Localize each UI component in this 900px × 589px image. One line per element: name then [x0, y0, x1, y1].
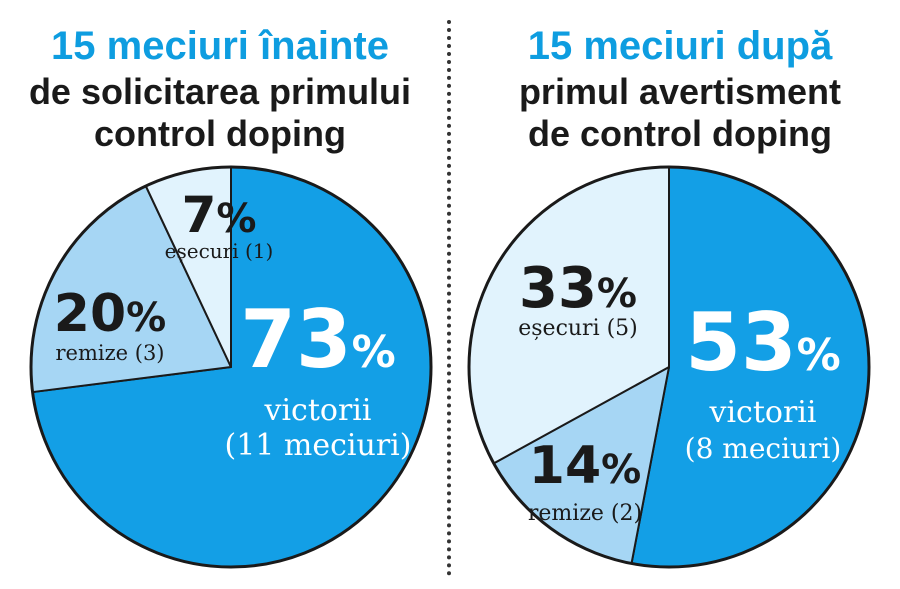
dotted-divider — [447, 20, 451, 576]
data-label-percent-remize: 20% — [54, 284, 166, 344]
data-label-victorii: victorii — [264, 393, 372, 428]
data-label-percent-esecuri: 33% — [519, 256, 637, 321]
data-label-percent-remize: 14% — [529, 436, 641, 496]
data-label-esecuri: eșecuri (5) — [518, 316, 638, 341]
chart-title-line: de solicitarea primului — [28, 71, 412, 112]
data-label-percent-victorii: 73% — [240, 293, 395, 386]
chart-title-line: de control doping — [528, 113, 832, 154]
data-label-percent-esecuri: 7% — [182, 186, 257, 244]
data-label-remize: remize (2) — [528, 501, 642, 526]
data-label-percent-victorii: 53% — [685, 296, 840, 389]
chart-panel-after: 15 meciuri după primul avertisment de co… — [460, 0, 900, 589]
chart-title-line: control doping — [94, 113, 346, 154]
pie-outline — [467, 165, 871, 569]
chart-title-highlight: 15 meciuri înainte — [51, 24, 389, 68]
data-label-esecuri: eșecuri (1) — [165, 239, 274, 263]
chart-title-line: primul avertisment — [518, 71, 842, 112]
pie-outline — [29, 165, 433, 569]
data-label-detail-victorii: (8 meciuri) — [685, 432, 842, 465]
data-label-detail-victorii: (11 meciuri) — [225, 428, 412, 463]
chart-title-highlight: 15 meciuri după — [527, 24, 833, 68]
chart-panel-before: 15 meciuri înainte de solicitarea primul… — [0, 0, 440, 589]
data-label-remize: remize (3) — [55, 341, 164, 365]
data-label-victorii: victorii — [709, 395, 817, 430]
